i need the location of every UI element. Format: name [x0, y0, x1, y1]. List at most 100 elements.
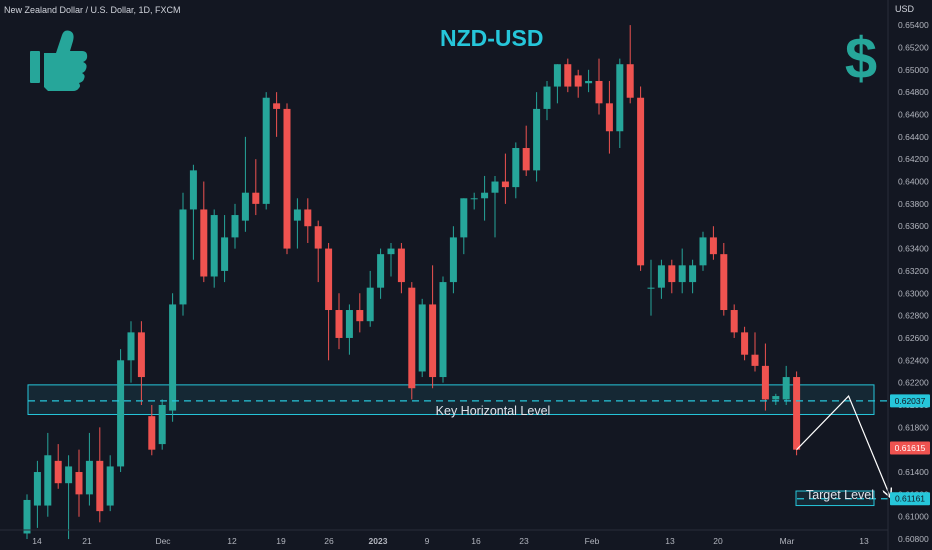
y-tick-label: 0.60800 [898, 534, 929, 544]
candle-body [491, 181, 499, 193]
y-tick-label: 0.63400 [898, 244, 929, 254]
y-tick-label: 0.61800 [898, 422, 929, 432]
candle-body [325, 248, 333, 311]
candle [262, 92, 270, 210]
candle [397, 242, 405, 294]
candle-body [678, 265, 686, 283]
y-tick-label: 0.63800 [898, 199, 929, 209]
candle [33, 460, 41, 528]
candle [470, 192, 478, 210]
candle [657, 259, 665, 299]
candle-body [335, 310, 343, 338]
candle-body [169, 304, 177, 411]
y-tick-label: 0.61000 [898, 512, 929, 522]
key-level-price-badge-text: 0.62037 [895, 396, 926, 406]
candle [23, 494, 31, 540]
candle-body [252, 192, 260, 204]
key-level-label: Key Horizontal Level [436, 404, 551, 418]
candle-body [158, 404, 166, 445]
x-tick-label: 14 [32, 536, 42, 546]
candle [616, 58, 624, 149]
symbol-info[interactable]: New Zealand Dollar / U.S. Dollar, 1D, FX… [4, 5, 181, 15]
candle-body [179, 209, 187, 305]
candle-body [23, 499, 31, 534]
candle [595, 58, 603, 115]
x-tick-label: 13 [665, 536, 675, 546]
candle [741, 326, 749, 361]
candle [137, 321, 145, 405]
candle [730, 304, 738, 338]
candle-body [668, 265, 676, 283]
candle-body [54, 460, 62, 484]
candle [54, 444, 62, 489]
candle [481, 175, 489, 221]
candle [283, 103, 291, 255]
x-tick-label: 23 [519, 536, 529, 546]
x-tick-label: 12 [227, 536, 237, 546]
candle [564, 58, 572, 93]
y-tick-label: 0.65400 [898, 20, 929, 30]
candle [273, 92, 281, 137]
candle [761, 343, 769, 411]
candle-body [148, 416, 156, 450]
candle [574, 69, 582, 98]
candle-body [761, 365, 769, 400]
x-tick-label: 20 [713, 536, 723, 546]
candle-body [533, 108, 541, 171]
candle [522, 125, 530, 176]
candle-body [585, 80, 593, 84]
candle-body [439, 282, 447, 378]
candle-body [449, 237, 457, 283]
time-axis[interactable]: 14 21 Dec 12 19 26 2023 9 16 23 Feb 13 20 Mar 13 [32, 536, 869, 546]
candle-body [221, 237, 229, 271]
candle-body [772, 396, 780, 400]
candle-body [241, 192, 249, 221]
x-tick-label: Dec [155, 536, 171, 546]
y-tick-label: 0.62600 [898, 333, 929, 343]
candle [96, 427, 104, 523]
candle [793, 371, 801, 456]
candle [449, 226, 457, 294]
y-tick-label: 0.64000 [898, 177, 929, 187]
candle [678, 248, 686, 294]
candle-body [460, 198, 468, 238]
candle [314, 220, 322, 283]
target-price-badge: 0.61161 [890, 492, 930, 506]
currency-label: USD [894, 4, 914, 14]
candle [491, 175, 499, 238]
candle-body [273, 103, 281, 109]
candle-body [366, 287, 374, 322]
y-tick-label: 0.64200 [898, 154, 929, 164]
candle [325, 242, 333, 361]
x-tick-label: 26 [324, 536, 334, 546]
x-tick-label: 9 [425, 536, 430, 546]
y-tick-label: 0.65000 [898, 65, 929, 75]
candle-body [730, 310, 738, 333]
y-tick-label: 0.65200 [898, 42, 929, 52]
candle-body [189, 170, 197, 210]
x-tick-label: 19 [276, 536, 286, 546]
candle [44, 432, 52, 517]
x-tick-label: 16 [471, 536, 481, 546]
candle-body [377, 254, 385, 288]
candle-body [574, 75, 582, 87]
y-tick-label: 0.63200 [898, 266, 929, 276]
candle [720, 242, 728, 316]
candle [626, 25, 634, 104]
candle-body [595, 80, 603, 104]
candle [85, 432, 93, 506]
candle-body [293, 209, 301, 221]
y-tick-label: 0.62800 [898, 311, 929, 321]
y-tick-label: 0.62400 [898, 355, 929, 365]
target-price-badge-text: 0.61161 [895, 494, 925, 504]
candle [252, 159, 260, 216]
candle-body [689, 265, 697, 283]
candle [366, 270, 374, 327]
candle [439, 276, 447, 383]
price-axis[interactable]: 0.65400 0.65200 0.65000 0.64800 0.64600 0.644… [898, 20, 929, 544]
candle [772, 393, 780, 405]
candle [179, 192, 187, 316]
candle-body [522, 148, 530, 171]
x-tick-label: Feb [585, 536, 600, 546]
candle-body [85, 460, 93, 495]
